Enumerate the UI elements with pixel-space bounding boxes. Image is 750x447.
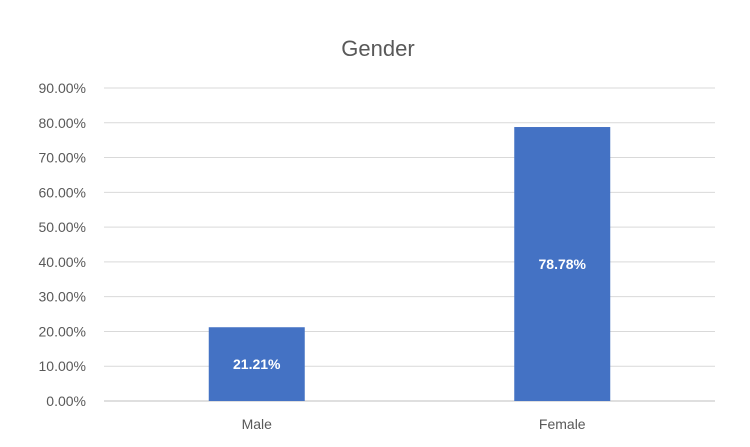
y-tick-label: 20.00% bbox=[39, 323, 86, 339]
category-label-female: Female bbox=[539, 416, 586, 432]
bars bbox=[208, 127, 611, 402]
chart-title: Gender bbox=[341, 36, 414, 61]
bar-male bbox=[208, 327, 305, 401]
bar-female bbox=[514, 127, 611, 402]
data-labels: 21.21% 78.78% bbox=[233, 256, 587, 372]
y-tick-label: 30.00% bbox=[39, 289, 86, 305]
y-axis-tick-labels: 0.00% 10.00% 20.00% 30.00% 40.00% 50.00% 60.00… bbox=[39, 80, 86, 409]
data-label-male: 21.21% bbox=[233, 356, 281, 372]
y-tick-label: 80.00% bbox=[39, 115, 86, 131]
data-label-female: 78.78% bbox=[539, 256, 587, 272]
y-tick-label: 10.00% bbox=[39, 358, 86, 374]
y-tick-label: 70.00% bbox=[39, 150, 86, 166]
y-tick-label: 90.00% bbox=[39, 80, 86, 96]
y-tick-label: 40.00% bbox=[39, 254, 86, 270]
category-label-male: Male bbox=[242, 416, 273, 432]
gridlines bbox=[104, 87, 715, 402]
y-tick-label: 50.00% bbox=[39, 219, 86, 235]
y-tick-label: 0.00% bbox=[46, 393, 86, 409]
x-axis-category-labels: Male Female bbox=[242, 416, 586, 432]
y-tick-label: 60.00% bbox=[39, 184, 86, 200]
